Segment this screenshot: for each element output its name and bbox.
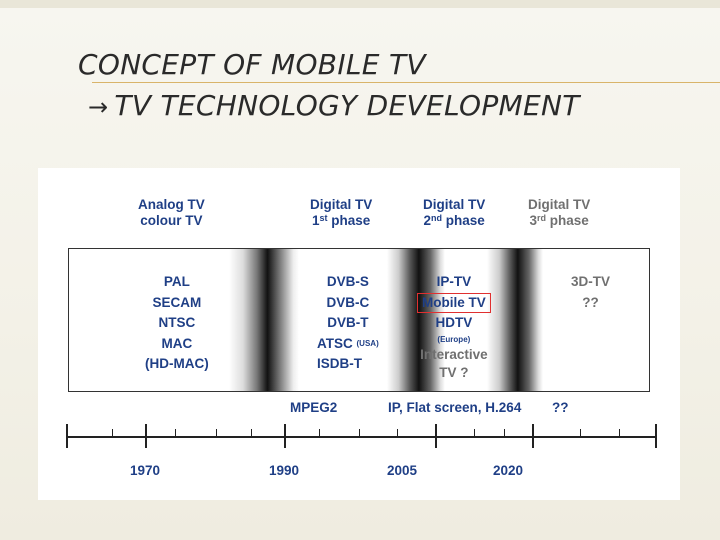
header-analog-line2: colour TV <box>140 213 203 228</box>
axis-tick <box>532 424 534 448</box>
phase2-sup: nd <box>431 213 442 223</box>
phase2-standards-list: IP-TV Mobile TV HDTV (Europe) Interactiv… <box>417 272 491 383</box>
phase1-standards-list: DVB-S DVB-C DVB-T ATSC (USA) ISDB-T <box>317 272 379 375</box>
year-1970: 1970 <box>130 463 161 478</box>
slide-top-border <box>0 0 720 8</box>
transition-band-3 <box>487 249 543 391</box>
header-phase1-line1: Digital TV <box>310 197 373 212</box>
atsc-label: ATSC <box>317 335 353 351</box>
codec-h264: IP, Flat screen, H.264 <box>388 400 522 415</box>
arrow-right-icon: → <box>88 93 109 121</box>
axis-minor-tick <box>319 429 320 438</box>
header-phase2-line2: 2nd phase <box>423 213 485 229</box>
axis-minor-tick <box>175 429 176 438</box>
phase3-num: 3 <box>529 213 537 228</box>
codec-mpeg2: MPEG2 <box>290 400 338 415</box>
header-phase1-line2: 1st phase <box>310 213 372 229</box>
list-item: ?? <box>582 294 599 310</box>
interactive-tv-label: TV ? <box>439 364 469 380</box>
list-item: DVB-T <box>327 315 369 330</box>
axis-tick <box>435 424 437 448</box>
header-phase2-line1: Digital TV <box>423 197 486 212</box>
axis-minor-tick <box>580 429 581 438</box>
header-analog-line1: Analog TV <box>138 197 205 212</box>
header-phase3-line2: 3rd phase <box>528 213 590 229</box>
list-item: 3D-TV <box>571 274 611 289</box>
list-item: SECAM <box>152 294 202 310</box>
year-2005: 2005 <box>387 463 418 478</box>
list-item-atsc: ATSC (USA) <box>317 334 379 355</box>
header-phase3: Digital TV 3rd phase <box>528 197 590 229</box>
slide-title: CONCEPT OF MOBILE TV <box>78 48 426 81</box>
phase3-standards-list: 3D-TV ?? <box>571 272 610 313</box>
axis-minor-tick <box>359 429 360 438</box>
phase1-word: phase <box>327 213 371 228</box>
europe-note: (Europe) <box>437 334 471 344</box>
phase2-num: 2 <box>423 213 431 228</box>
axis-tick <box>284 424 286 448</box>
list-item: NTSC <box>158 315 196 330</box>
atsc-note: (USA) <box>356 338 379 348</box>
year-2020: 2020 <box>493 463 524 478</box>
year-1990: 1990 <box>269 463 300 478</box>
timeline-axis <box>66 436 656 438</box>
transition-band-1 <box>229 249 299 391</box>
list-item: DVB-S <box>326 274 369 289</box>
phase3-word: phase <box>546 213 589 228</box>
analog-standards-list: PAL SECAM NTSC MAC (HD-MAC) <box>145 272 209 375</box>
transition-band-2 <box>387 249 445 391</box>
codec-unknown: ?? <box>552 400 569 415</box>
phase2-word: phase <box>442 213 485 228</box>
axis-minor-tick <box>474 429 475 438</box>
axis-tick <box>66 424 68 448</box>
title-underline <box>92 82 720 83</box>
phase1-sup: st <box>319 213 328 223</box>
axis-minor-tick <box>112 429 113 438</box>
list-item: MAC <box>161 335 193 351</box>
axis-tick <box>655 424 657 448</box>
phase1-num: 1 <box>311 213 320 228</box>
axis-minor-tick <box>216 429 217 438</box>
axis-minor-tick <box>397 429 398 438</box>
axis-tick <box>145 424 147 448</box>
header-phase2: Digital TV 2nd phase <box>423 197 485 229</box>
axis-minor-tick <box>619 429 620 438</box>
axis-minor-tick <box>251 429 252 438</box>
list-item: (HD-MAC) <box>145 356 209 371</box>
list-item: PAL <box>163 274 190 289</box>
technology-box: PAL SECAM NTSC MAC (HD-MAC) DVB-S DVB-C … <box>68 248 650 392</box>
header-phase3-line1: Digital TV <box>528 197 591 212</box>
subtitle-text: TV TECHNOLOGY DEVELOPMENT <box>114 89 580 122</box>
list-item: ISDB-T <box>317 356 362 372</box>
phase3-sup: rd <box>537 213 546 223</box>
list-item: DVB-C <box>326 294 370 310</box>
axis-minor-tick <box>504 429 505 438</box>
slide-subtitle: → TV TECHNOLOGY DEVELOPMENT <box>88 89 580 122</box>
list-item: HDTV <box>435 315 473 330</box>
interactive-label: Interactive <box>420 346 488 362</box>
tv-evolution-diagram: Analog TV colour TV Digital TV 1st phase… <box>38 168 680 500</box>
mobile-tv-highlight: Mobile TV <box>417 292 491 314</box>
mobile-tv-label: Mobile TV <box>417 292 491 313</box>
header-analog: Analog TV colour TV <box>138 197 205 229</box>
header-phase1: Digital TV 1st phase <box>310 197 372 229</box>
list-item: IP-TV <box>436 274 472 289</box>
